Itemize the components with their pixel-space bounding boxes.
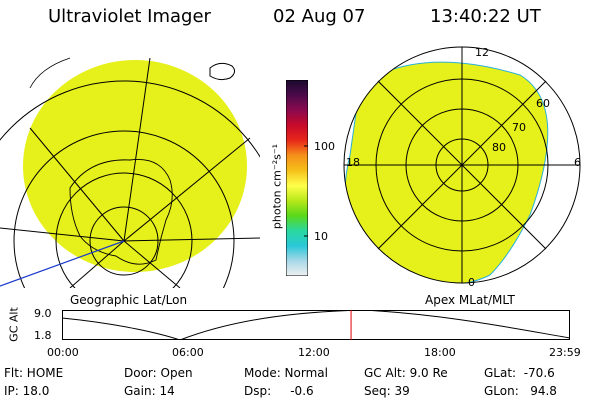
- status-glon: GLon: 94.8: [484, 384, 557, 398]
- terminator-line: [0, 240, 125, 287]
- coastline-shape: [29, 57, 71, 89]
- status-gcalt: GC Alt: 9.0 Re: [364, 366, 448, 380]
- status-glat: GLat: -70.6: [484, 366, 555, 380]
- altitude-plot: [62, 310, 570, 340]
- mag-grid: [343, 46, 581, 284]
- colorbar-tick-100: 100: [314, 140, 335, 153]
- mlt-18-label: 18: [346, 156, 360, 169]
- magnetic-map: [343, 46, 581, 284]
- mag-panel-label: Apex MLat/MLT: [425, 293, 515, 307]
- altitude-curve: [62, 310, 570, 340]
- colorbar: [286, 80, 308, 276]
- alt-plot-frame: [62, 310, 570, 340]
- status-ip: IP: 18.0: [4, 384, 50, 398]
- mlt-0-label: 0: [468, 276, 475, 289]
- instrument-title: Ultraviolet Imager: [48, 6, 211, 27]
- alt-x-tick-1: 06:00: [172, 346, 204, 359]
- mlat-60-label: 60: [536, 97, 550, 110]
- status-seq: Seq: 39: [364, 384, 410, 398]
- mlat-70-label: 70: [512, 121, 526, 134]
- alt-y-top: 9.0: [34, 307, 52, 320]
- image-time: 13:40:22 UT: [430, 6, 541, 27]
- geo-grid: [0, 57, 260, 288]
- mlt-6-label: 6: [574, 156, 581, 169]
- status-flt: Flt: HOME: [4, 366, 64, 380]
- mlt-12-label: 12: [475, 46, 489, 59]
- coastline-shape: [209, 62, 236, 81]
- status-mode: Mode: Normal: [244, 366, 328, 380]
- alt-x-tick-3: 18:00: [424, 346, 456, 359]
- status-gain: Gain: 14: [124, 384, 175, 398]
- alt-x-tick-2: 12:00: [298, 346, 330, 359]
- alt-x-tick-0: 00:00: [47, 346, 79, 359]
- colorbar-unit-label: photon cm⁻²s⁻¹: [270, 143, 284, 230]
- alt-axis-label: GC Alt: [7, 307, 21, 342]
- status-dsp: Dsp: -0.6: [244, 384, 314, 398]
- colorbar-tick-10: 10: [314, 230, 328, 243]
- colorbar-scale: [286, 80, 308, 276]
- mlat-80-label: 80: [492, 141, 506, 154]
- geographic-map: [0, 57, 260, 288]
- alt-x-tick-4: 23:59: [549, 346, 581, 359]
- image-date: 02 Aug 07: [273, 6, 366, 27]
- alt-y-bottom: 1.8: [34, 329, 52, 342]
- status-door: Door: Open: [124, 366, 193, 380]
- geo-panel-label: Geographic Lat/Lon: [70, 293, 188, 307]
- continent-outline: [69, 158, 173, 265]
